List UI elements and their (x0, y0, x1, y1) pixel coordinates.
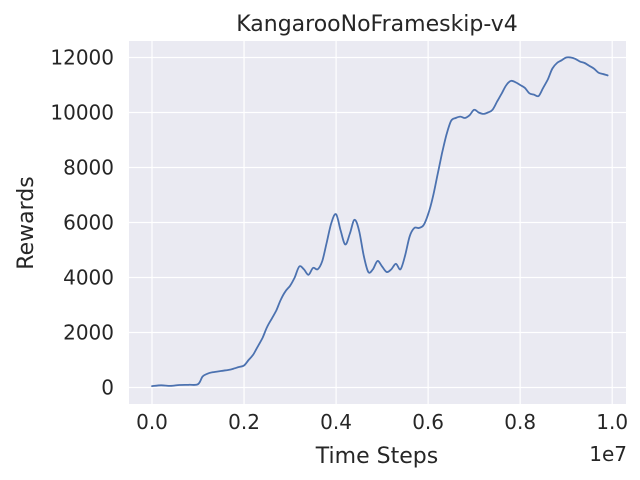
y-tick-label: 12000 (50, 46, 114, 70)
x-offset-label: 1e7 (589, 442, 627, 466)
x-tick-label: 0.2 (228, 410, 260, 434)
y-tick-label: 10000 (50, 101, 114, 125)
y-tick-label: 0 (101, 376, 114, 400)
y-tick-label: 4000 (63, 266, 114, 290)
x-tick-label: 0.0 (136, 410, 168, 434)
y-tick-label: 2000 (63, 321, 114, 345)
x-tick-label: 1.0 (596, 410, 628, 434)
y-tick-label: 8000 (63, 156, 114, 180)
x-tick-label: 0.8 (504, 410, 536, 434)
chart-title: KangarooNoFrameskip-v4 (236, 12, 518, 37)
x-tick-labels: 0.0 0.2 0.4 0.6 0.8 1.0 (136, 410, 628, 434)
y-tick-labels: 0 2000 4000 6000 8000 10000 12000 (50, 46, 114, 400)
y-gridlines (129, 56, 626, 389)
x-tick-label: 0.6 (412, 410, 444, 434)
y-tick-label: 6000 (63, 211, 114, 235)
x-axis-label: Time Steps (315, 444, 438, 469)
series-line (151, 56, 609, 387)
y-axis-label: Rewards (14, 176, 39, 269)
x-tick-label: 0.4 (320, 410, 352, 434)
